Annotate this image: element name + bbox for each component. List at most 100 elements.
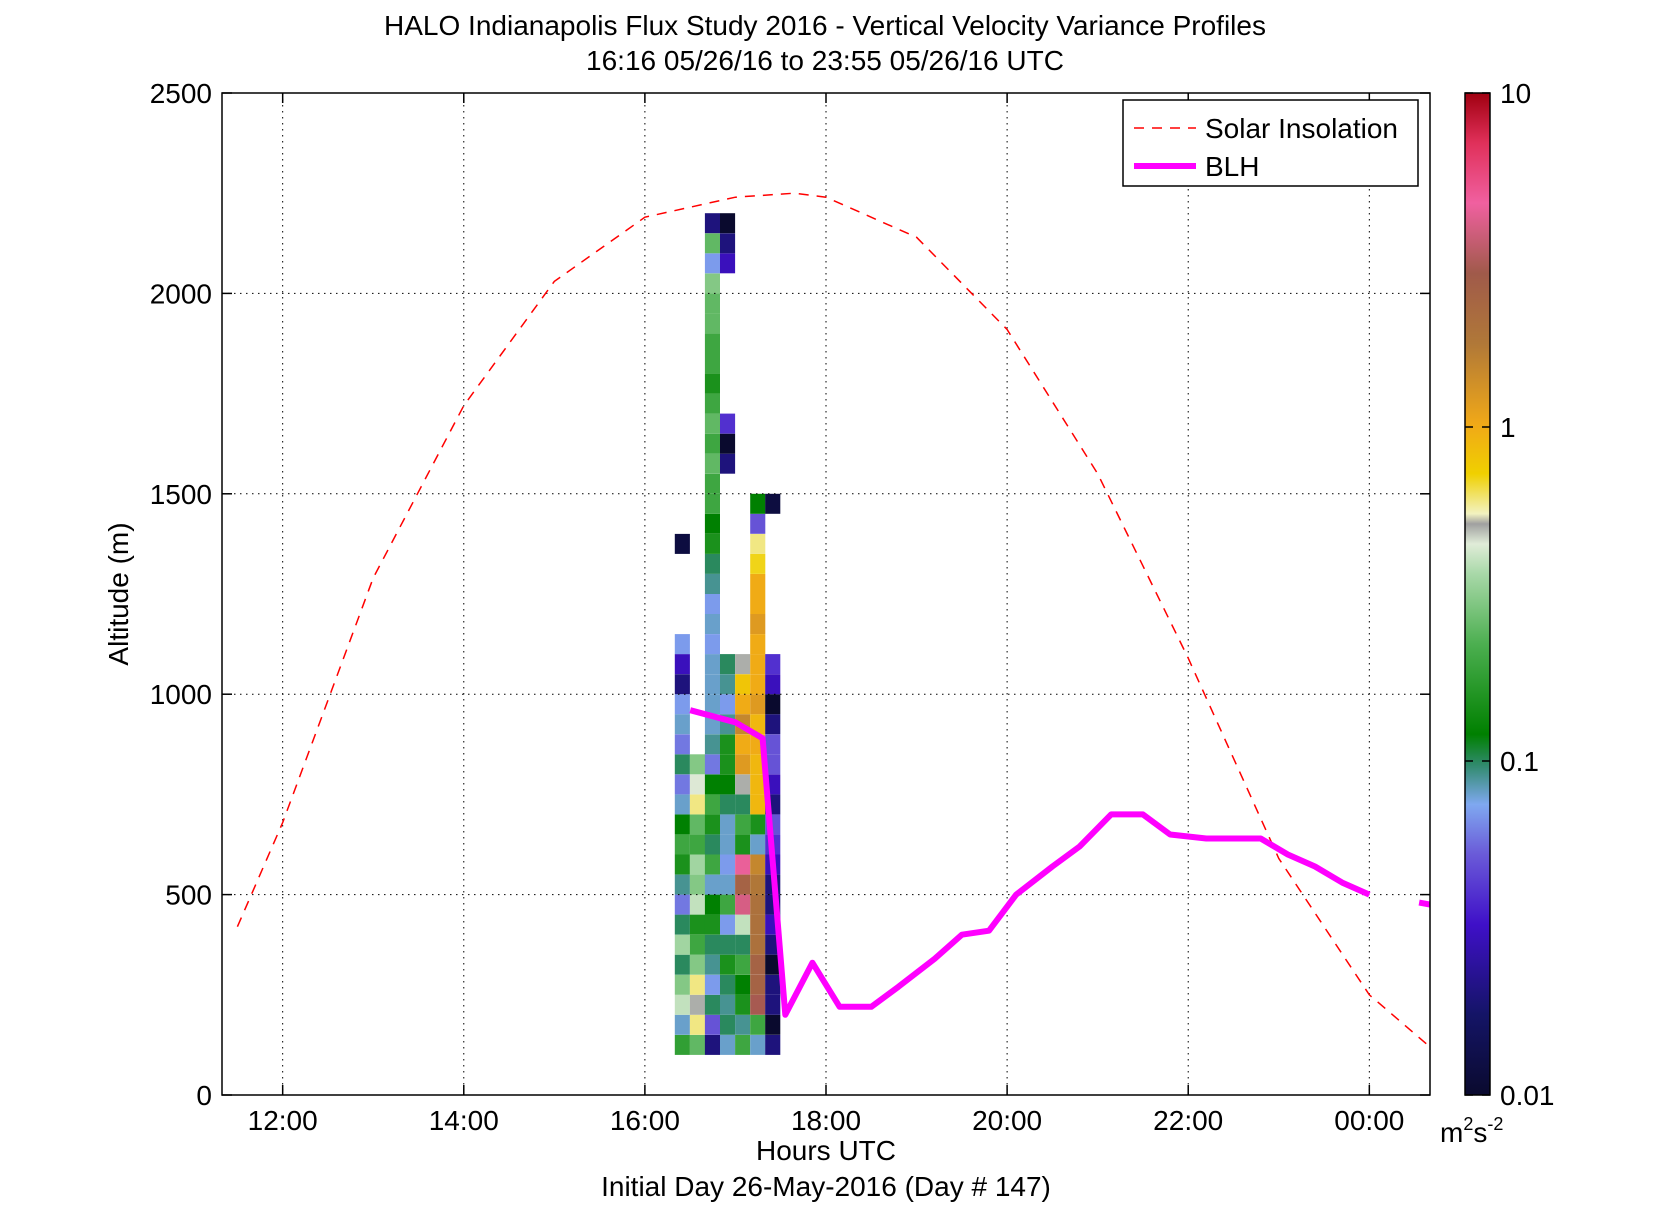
heatmap-cell: [720, 694, 736, 715]
heatmap-cell: [704, 393, 720, 414]
heatmap-cell: [704, 373, 720, 394]
heatmap-cell: [704, 233, 720, 254]
blh-line-segment: [1418, 899, 1430, 908]
heatmap-cell: [750, 574, 766, 594]
colorbar: 0.01 0.1 1 10 m2s-2: [1440, 78, 1555, 1148]
heatmap-cell: [689, 874, 705, 895]
footer-label: Initial Day 26-May-2016 (Day # 147): [601, 1171, 1051, 1202]
heatmap-cell: [674, 914, 690, 935]
colorbar-tick-label: 10: [1500, 78, 1531, 109]
heatmap-cell: [704, 213, 720, 234]
heatmap-cell: [750, 994, 766, 1015]
heatmap-cell: [674, 994, 690, 1015]
y-tick-label: 0: [196, 1080, 212, 1111]
heatmap-cell: [674, 1034, 690, 1055]
heatmap-cell: [704, 353, 720, 374]
heatmap-cell: [674, 774, 690, 795]
heatmap-cell: [750, 954, 766, 975]
heatmap-cell: [750, 774, 766, 795]
heatmap-cell: [704, 974, 720, 995]
y-tick-label: 2500: [150, 78, 212, 109]
heatmap-cell: [720, 453, 736, 474]
heatmap-cell: [674, 794, 690, 815]
heatmap-cell: [735, 774, 751, 795]
heatmap-cell: [674, 654, 690, 675]
heatmap-cell: [750, 874, 766, 895]
x-tick-label: 14:00: [429, 1105, 499, 1136]
heatmap-cell: [704, 774, 720, 795]
heatmap-cell: [735, 754, 751, 775]
heatmap-cell: [704, 734, 720, 755]
heatmap-cell: [689, 894, 705, 915]
heatmap-cell: [674, 714, 690, 735]
heatmap-cell: [674, 894, 690, 915]
heatmap-cell: [735, 734, 751, 755]
heatmap-cell: [704, 654, 720, 675]
heatmap-cell: [735, 1034, 751, 1055]
axis-ticks: 12:00 14:00 16:00 18:00 20:00 22:00 00:00 0 500 1…: [150, 78, 1430, 1136]
legend-box: [1122, 99, 1419, 187]
y-tick-label: 2000: [150, 278, 212, 309]
heatmap-cell: [735, 934, 751, 955]
heatmap-cell: [704, 413, 720, 434]
x-tick-label: 22:00: [1153, 1105, 1223, 1136]
heatmap-cells: [674, 213, 781, 1055]
heatmap-cell: [674, 634, 690, 655]
heatmap-cell: [735, 954, 751, 975]
heatmap-cell: [704, 473, 720, 494]
heatmap-cell: [765, 694, 781, 715]
heatmap-cell: [750, 493, 766, 514]
heatmap-cell: [720, 794, 736, 815]
heatmap-cell: [750, 1014, 766, 1035]
heatmap-cell: [674, 934, 690, 955]
heatmap-cell: [735, 694, 751, 715]
heatmap-cell: [720, 894, 736, 915]
heatmap-cell: [704, 754, 720, 775]
heatmap-cell: [750, 594, 766, 614]
heatmap-cell: [704, 994, 720, 1015]
heatmap-cell: [720, 954, 736, 975]
heatmap-cell: [720, 213, 736, 234]
heatmap-cell: [704, 934, 720, 955]
heatmap-cell: [689, 814, 705, 835]
heatmap-cell: [750, 513, 766, 534]
heatmap-cell: [720, 994, 736, 1015]
heatmap-cell: [720, 433, 736, 454]
colorbar-units-mid: s: [1473, 1117, 1487, 1148]
heatmap-cell: [689, 834, 705, 855]
x-tick-label: 12:00: [248, 1105, 318, 1136]
heatmap-cell: [720, 413, 736, 434]
colorbar-units-exp2: -2: [1487, 1114, 1503, 1134]
heatmap-cell: [765, 974, 781, 995]
heatmap-cell: [735, 794, 751, 815]
heatmap-cell: [674, 814, 690, 835]
heatmap-cell: [750, 634, 766, 655]
colorbar-tick-label: 0.1: [1500, 746, 1539, 777]
heatmap-cell: [704, 854, 720, 875]
y-axis-label: Altitude (m): [103, 522, 134, 665]
heatmap-cell: [735, 654, 751, 675]
x-tick-label: 18:00: [791, 1105, 861, 1136]
heatmap-cell: [735, 974, 751, 995]
heatmap-cell: [720, 754, 736, 775]
heatmap-cell: [674, 854, 690, 875]
heatmap-cell: [735, 874, 751, 895]
heatmap-cell: [704, 313, 720, 334]
heatmap-cell: [750, 814, 766, 835]
heatmap-cell: [704, 814, 720, 835]
heatmap-cell: [689, 754, 705, 775]
heatmap-cell: [720, 814, 736, 835]
legend-label-blh: BLH: [1205, 151, 1259, 182]
heatmap-cell: [750, 714, 766, 735]
heatmap-cell: [704, 253, 720, 274]
heatmap-cell: [720, 253, 736, 274]
heatmap-cell: [735, 674, 751, 695]
heatmap-cell: [750, 553, 766, 574]
heatmap-cell: [674, 694, 690, 715]
heatmap-cell: [704, 273, 720, 294]
heatmap-cell: [689, 994, 705, 1015]
heatmap-cell: [765, 1014, 781, 1035]
legend: Solar Insolation BLH: [1122, 99, 1419, 187]
colorbar-tick-label: 1: [1500, 412, 1516, 443]
heatmap-cell: [674, 834, 690, 855]
